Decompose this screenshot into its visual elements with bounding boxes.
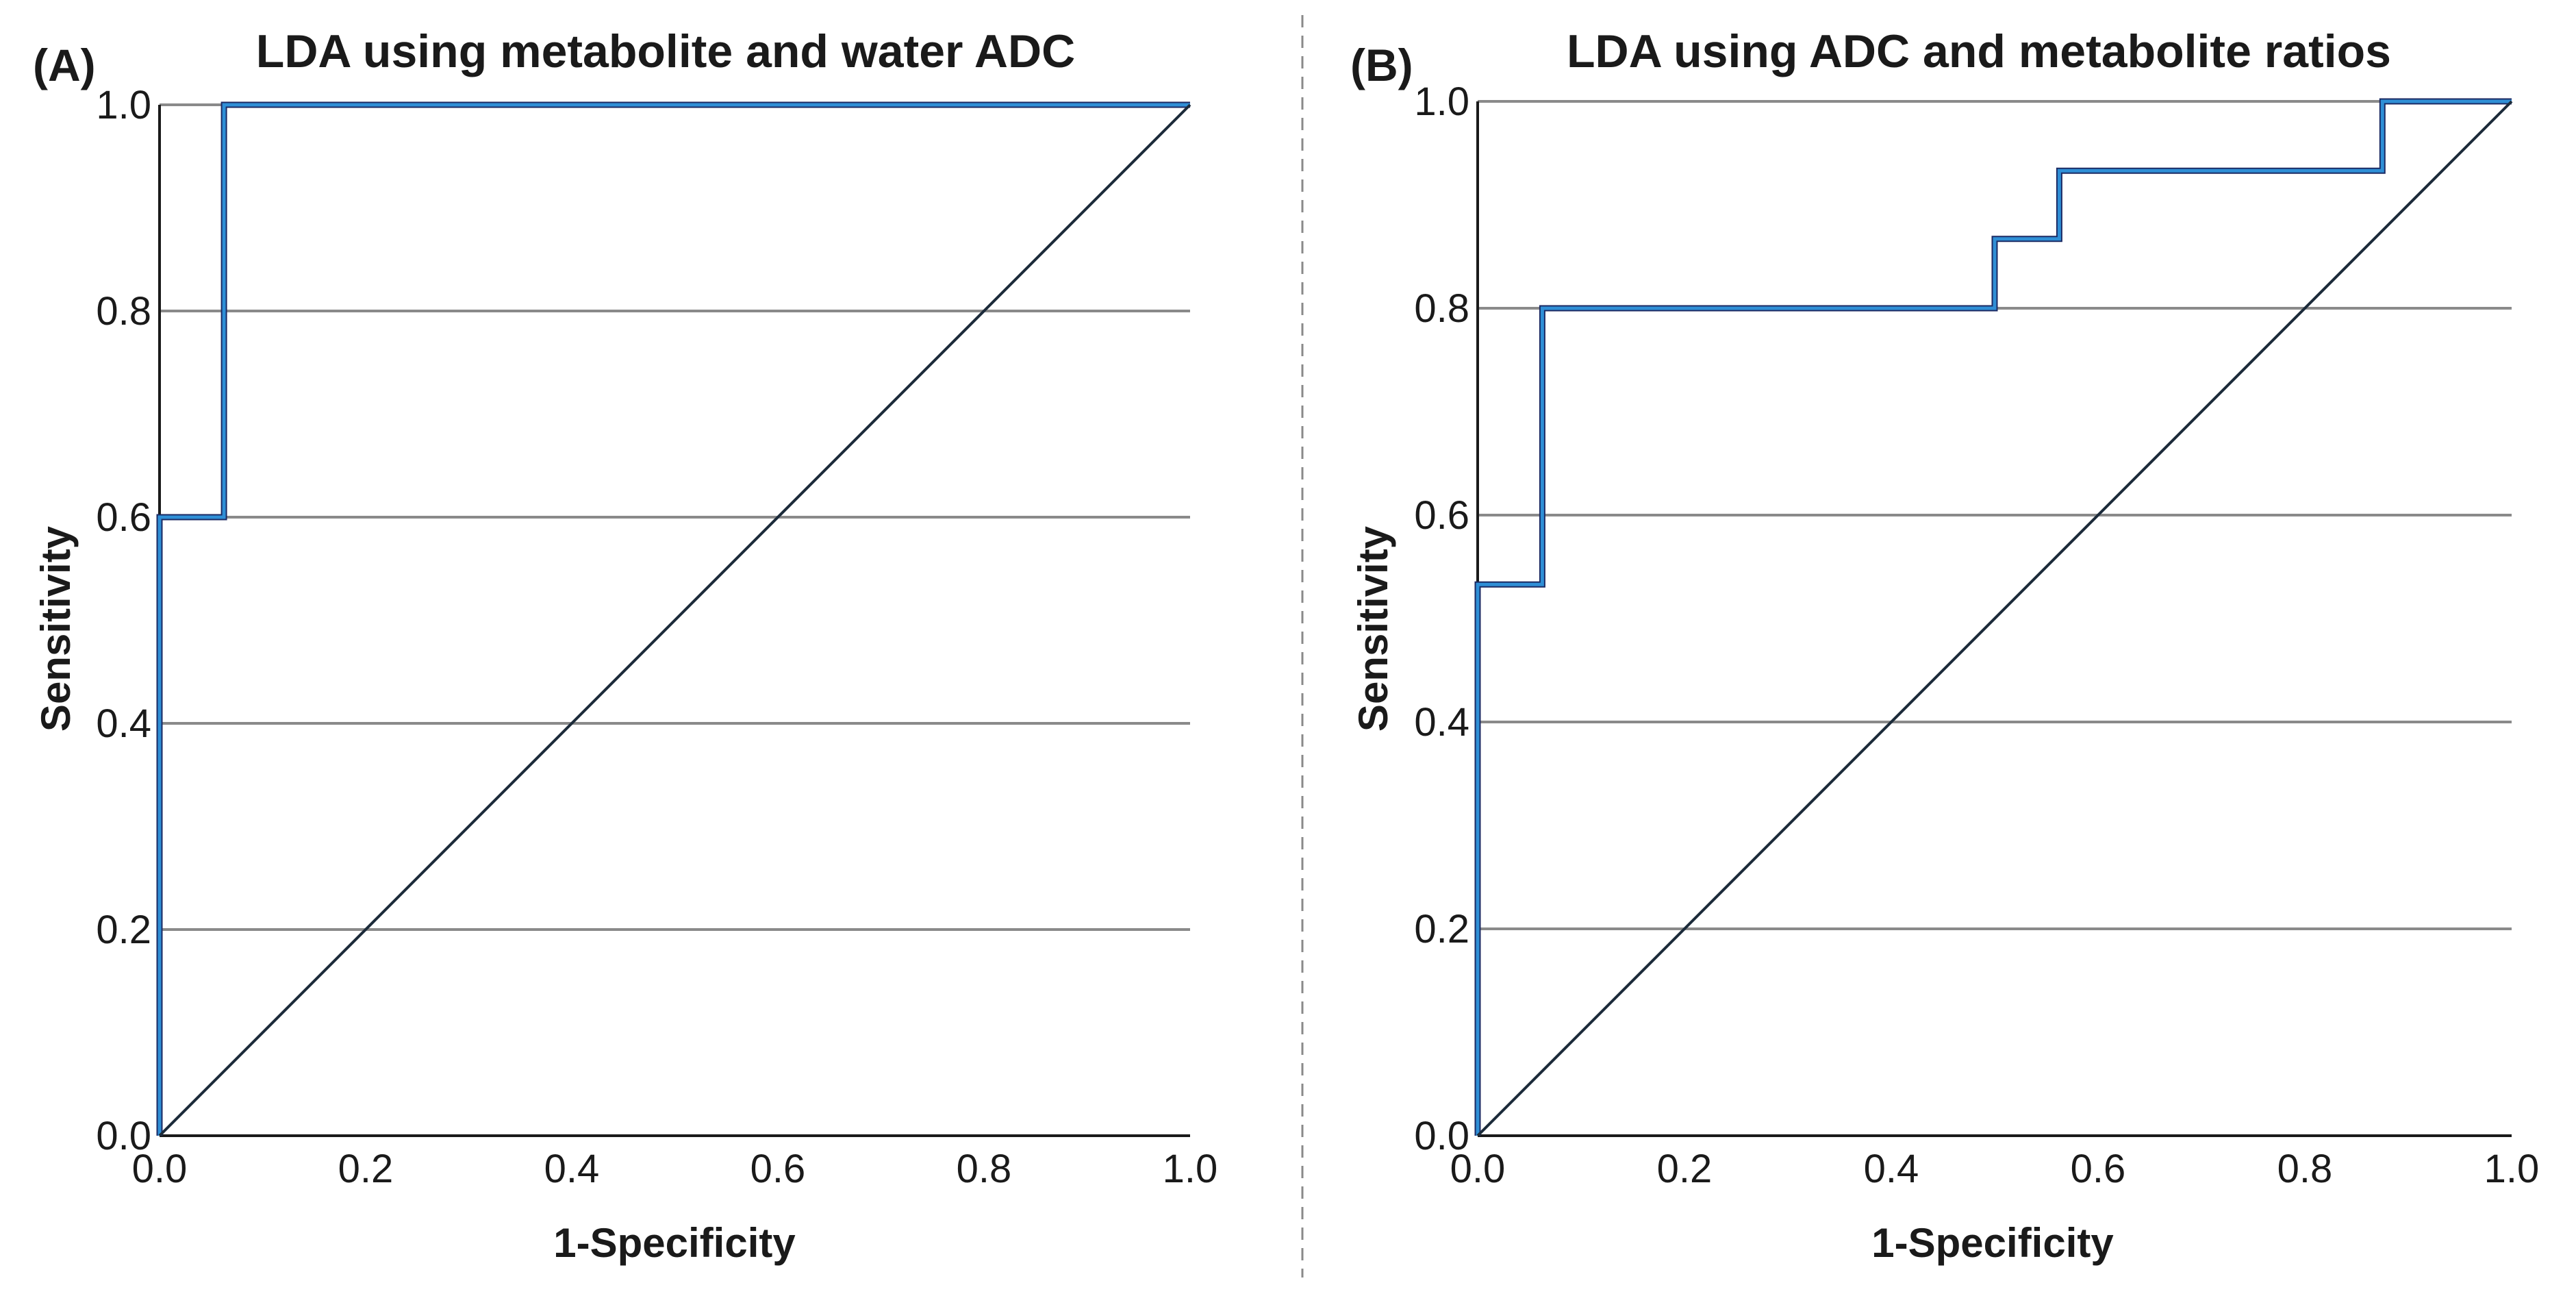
y-tick-label: 0.2 [1414,907,1469,951]
y-tick-label: 0.4 [1414,700,1469,745]
chart-panel-b: (B) LDA using ADC and metabolite ratios … [1350,25,2539,1266]
x-axis-label: 1-Specificity [1871,1220,2114,1266]
gridlines [1478,100,2512,930]
y-axis-label: Sensitivity [33,525,79,732]
x-tick-labels: 0.0 0.2 0.4 0.6 0.8 1.0 [1450,1147,2540,1191]
x-tick-label: 1.0 [2484,1147,2540,1191]
x-tick-label: 1.0 [1163,1147,1218,1191]
y-tick-label: 0.0 [1414,1114,1469,1158]
y-tick-label: 0.0 [96,1114,151,1158]
chart-panel-a: (A) LDA using metabolite and water ADC 0… [33,25,1217,1266]
y-tick-label: 1.0 [1414,79,1469,124]
y-tick-label: 0.8 [1414,286,1469,331]
x-tick-label: 0.0 [1450,1147,1506,1191]
y-axis-label: Sensitivity [1350,525,1396,732]
panel-tag: (A) [33,40,96,90]
x-tick-label: 0.8 [957,1147,1012,1191]
x-tick-label: 0.4 [544,1147,600,1191]
panel-tag: (B) [1350,40,1413,90]
x-tick-labels: 0.0 0.2 0.4 0.6 0.8 1.0 [132,1147,1218,1191]
y-tick-label: 0.8 [96,289,151,334]
y-tick-label: 0.6 [1414,493,1469,538]
series-layer [1474,98,2513,1137]
y-tick-labels: 0.0 0.2 0.4 0.6 0.8 1.0 [1414,79,1469,1158]
chart-title: LDA using metabolite and water ADC [256,25,1075,77]
x-tick-label: 0.2 [338,1147,394,1191]
x-tick-label: 0.0 [132,1147,188,1191]
roc-curve [1476,99,2512,1136]
x-tick-label: 0.8 [2277,1147,2333,1191]
y-tick-labels: 0.0 0.2 0.4 0.6 0.8 1.0 [96,83,151,1158]
reference-line [1476,100,2513,1137]
y-tick-label: 1.0 [96,83,151,127]
roc-curve [157,103,1190,1136]
y-tick-label: 0.2 [96,908,151,952]
x-tick-label: 0.4 [1864,1147,1919,1191]
x-tick-label: 0.2 [1657,1147,1713,1191]
x-tick-label: 0.6 [750,1147,806,1191]
y-tick-label: 0.4 [96,701,151,746]
x-axis-label: 1-Specificity [553,1220,796,1266]
y-tick-label: 0.6 [96,495,151,540]
reference-line [158,103,1191,1137]
gridlines [160,103,1190,931]
chart-title: LDA using ADC and metabolite ratios [1567,25,2391,77]
series-layer [156,101,1191,1137]
x-tick-label: 0.6 [2071,1147,2126,1191]
